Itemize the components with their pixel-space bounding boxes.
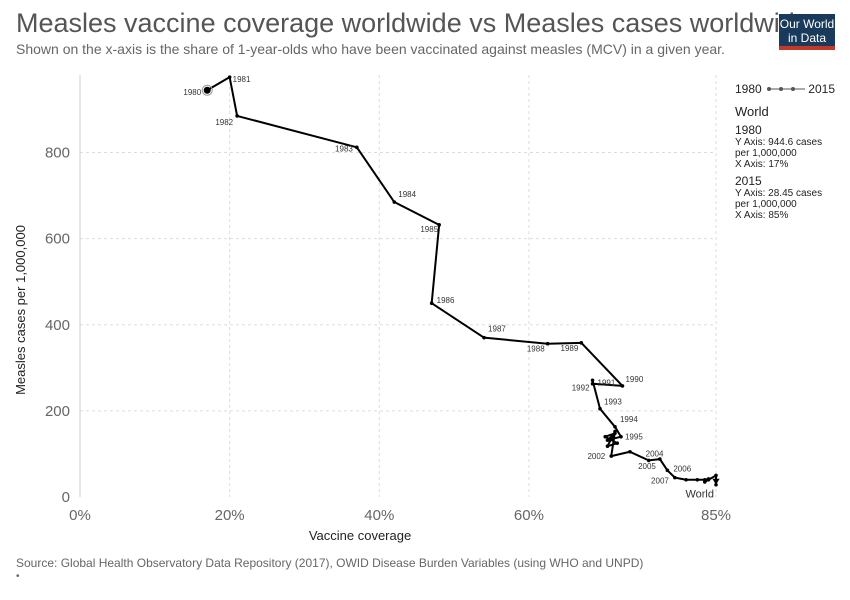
data-point[interactable] bbox=[613, 425, 617, 429]
data-point[interactable] bbox=[609, 454, 614, 458]
point-year-label: 1985 bbox=[420, 225, 438, 234]
point-year-label: 1989 bbox=[561, 344, 579, 353]
point-year-label: 2006 bbox=[673, 464, 691, 473]
point-year-label: 1994 bbox=[620, 415, 638, 424]
y-tick-label: 800 bbox=[45, 145, 70, 162]
data-point[interactable] bbox=[227, 75, 232, 79]
data-point[interactable] bbox=[695, 477, 700, 482]
data-point[interactable] bbox=[658, 457, 662, 461]
data-point[interactable] bbox=[646, 458, 651, 463]
range-end: 2015 bbox=[808, 82, 835, 96]
legend-entity: World bbox=[735, 104, 769, 119]
x-axis-label: Vaccine coverage bbox=[309, 528, 411, 543]
legend-year-2: 2015 bbox=[735, 174, 762, 188]
data-point[interactable] bbox=[605, 438, 610, 442]
data-point[interactable] bbox=[620, 384, 625, 388]
range-arrow-icon bbox=[766, 86, 806, 92]
data-point[interactable] bbox=[628, 449, 632, 454]
axis-ticks: 0 200 400 600 800 0% 20% 40% 60% 85% bbox=[45, 145, 731, 524]
point-year-label: 1991 bbox=[598, 379, 616, 388]
point-year-label: 1981 bbox=[233, 75, 251, 84]
footer-bullet: • bbox=[16, 571, 20, 582]
logo-text-line1: Our World bbox=[779, 17, 835, 31]
data-point[interactable] bbox=[603, 434, 608, 439]
y-tick-label: 0 bbox=[62, 489, 70, 506]
chart-title: Measles vaccine coverage worldwide vs Me… bbox=[16, 8, 810, 38]
series-line[interactable] bbox=[206, 76, 717, 485]
data-point[interactable] bbox=[437, 223, 441, 227]
legend: 1980 2015 World 1980 Y Axis: 944.6 cases… bbox=[735, 82, 835, 221]
data-point[interactable] bbox=[429, 301, 434, 306]
point-year-label: 1988 bbox=[527, 345, 545, 354]
data-point[interactable] bbox=[590, 378, 595, 383]
data-point[interactable] bbox=[615, 441, 620, 445]
y-tick-label: 200 bbox=[45, 403, 70, 420]
legend-detail: per 1,000,000 bbox=[735, 148, 797, 159]
x-tick-label: 85% bbox=[701, 507, 731, 524]
data-point[interactable] bbox=[590, 381, 595, 386]
time-range[interactable]: 1980 2015 bbox=[735, 82, 835, 96]
data-point[interactable] bbox=[673, 475, 677, 480]
range-start: 1980 bbox=[735, 82, 762, 96]
data-point[interactable] bbox=[613, 429, 617, 434]
data-point[interactable] bbox=[665, 468, 670, 473]
legend-detail: per 1,000,000 bbox=[735, 199, 797, 210]
point-year-label: 1983 bbox=[335, 144, 353, 153]
point-year-label: 1984 bbox=[398, 190, 416, 199]
y-tick-label: 400 bbox=[45, 317, 70, 334]
grid bbox=[79, 75, 717, 497]
data-point[interactable] bbox=[392, 200, 397, 204]
point-year-label: 1980 bbox=[183, 88, 201, 97]
point-year-label: 1995 bbox=[625, 433, 643, 442]
data-point[interactable] bbox=[203, 86, 211, 94]
point-year-label: 2002 bbox=[587, 452, 605, 461]
point-year-label: 2004 bbox=[646, 449, 664, 458]
legend-detail: Y Axis: 944.6 cases bbox=[735, 137, 823, 148]
series-world[interactable]: 1980 1981 1982 1983 1984 1985 1986 1987 1988 1989… bbox=[183, 75, 720, 501]
point-year-label: 1990 bbox=[625, 375, 643, 384]
point-year-label: 1987 bbox=[488, 325, 506, 334]
owid-logo[interactable]: Our World in Data bbox=[779, 14, 835, 50]
legend-year-1: 1980 bbox=[735, 123, 762, 137]
logo-text-line2: in Data bbox=[787, 31, 827, 45]
data-point[interactable] bbox=[355, 145, 359, 150]
x-tick-label: 40% bbox=[364, 507, 394, 524]
point-year-label: 1993 bbox=[604, 398, 622, 407]
legend-detail: X Axis: 85% bbox=[735, 210, 789, 221]
data-point[interactable] bbox=[482, 335, 486, 340]
data-point[interactable] bbox=[702, 480, 707, 484]
data-point[interactable] bbox=[598, 406, 602, 411]
y-tick-label: 600 bbox=[45, 231, 70, 248]
x-tick-label: 60% bbox=[514, 507, 544, 524]
source-note: Source: Global Health Observatory Data R… bbox=[16, 556, 644, 570]
chart-subtitle: Shown on the x-axis is the share of 1-ye… bbox=[16, 41, 725, 57]
point-year-label: 2005 bbox=[638, 462, 656, 471]
series-end-label: World bbox=[685, 489, 714, 501]
end-arrow bbox=[712, 478, 720, 485]
x-tick-label: 0% bbox=[69, 507, 91, 524]
data-point[interactable] bbox=[706, 477, 711, 482]
data-point[interactable] bbox=[235, 114, 239, 118]
legend-detail: X Axis: 17% bbox=[735, 159, 789, 170]
point-year-label: 1982 bbox=[215, 118, 233, 127]
data-point[interactable] bbox=[619, 434, 623, 439]
legend-detail: Y Axis: 28.45 cases bbox=[735, 188, 823, 199]
data-point[interactable] bbox=[714, 473, 718, 478]
data-point[interactable] bbox=[579, 341, 584, 345]
start-marker bbox=[201, 84, 213, 96]
data-point[interactable] bbox=[605, 444, 610, 448]
point-year-label: 1992 bbox=[572, 383, 590, 392]
data-point[interactable] bbox=[545, 341, 550, 346]
y-axis-label: Measles cases per 1,000,000 bbox=[13, 225, 28, 395]
data-point[interactable] bbox=[684, 477, 688, 482]
point-year-label: 1986 bbox=[437, 296, 455, 305]
x-tick-label: 20% bbox=[215, 507, 245, 524]
point-year-label: 2007 bbox=[651, 477, 669, 486]
